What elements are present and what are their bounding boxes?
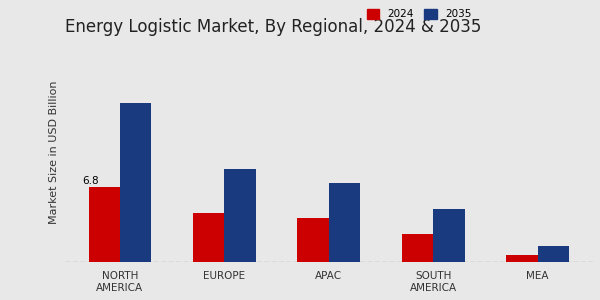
Bar xyxy=(89,188,120,262)
Bar xyxy=(224,169,256,262)
Bar xyxy=(298,218,329,262)
Bar xyxy=(120,103,151,262)
Bar xyxy=(193,213,224,262)
Bar xyxy=(538,246,569,262)
Bar xyxy=(433,209,464,262)
Bar xyxy=(329,183,360,262)
Text: Energy Logistic Market, By Regional, 2024 & 2035: Energy Logistic Market, By Regional, 202… xyxy=(65,18,481,36)
Bar xyxy=(402,234,433,262)
Y-axis label: Market Size in USD Billion: Market Size in USD Billion xyxy=(49,81,59,224)
Bar xyxy=(506,255,538,262)
Legend: 2024, 2035: 2024, 2035 xyxy=(367,9,472,20)
Text: 6.8: 6.8 xyxy=(82,176,99,186)
